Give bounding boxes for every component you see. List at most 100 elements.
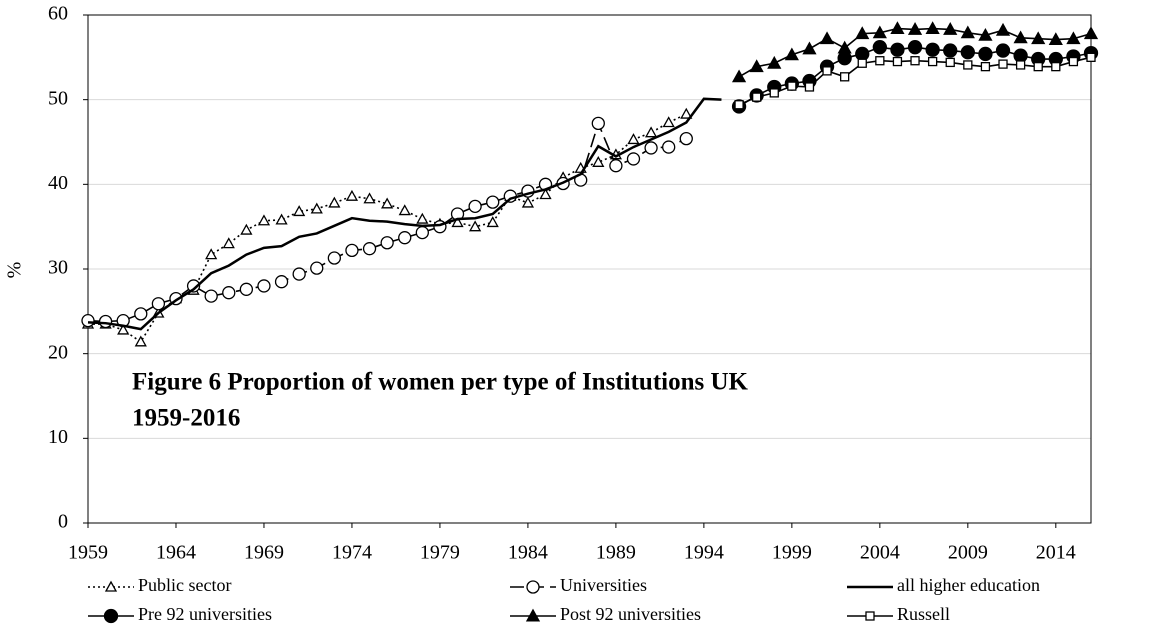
marker bbox=[117, 323, 130, 335]
marker bbox=[679, 131, 693, 146]
marker bbox=[872, 25, 887, 39]
legend-label: all higher education bbox=[897, 575, 1040, 595]
marker bbox=[945, 57, 955, 68]
marker bbox=[415, 225, 429, 240]
legend-marker bbox=[104, 580, 118, 592]
marker bbox=[222, 286, 236, 300]
marker bbox=[890, 21, 905, 34]
marker bbox=[204, 289, 218, 303]
marker bbox=[978, 46, 993, 62]
marker bbox=[591, 116, 605, 131]
marker bbox=[609, 159, 623, 173]
x-tick-label: 2004 bbox=[860, 542, 900, 564]
y-tick-label: 20 bbox=[48, 341, 68, 363]
marker bbox=[662, 116, 675, 128]
marker bbox=[1015, 60, 1026, 70]
x-tick-label: 1964 bbox=[156, 542, 196, 564]
marker bbox=[486, 195, 500, 209]
marker bbox=[381, 197, 394, 209]
marker bbox=[1031, 31, 1046, 45]
marker bbox=[345, 189, 359, 201]
legend-label: Pre 92 universities bbox=[138, 604, 272, 624]
marker bbox=[1066, 31, 1081, 45]
marker bbox=[134, 307, 148, 321]
marker bbox=[892, 56, 903, 67]
marker bbox=[804, 82, 815, 92]
y-tick-label: 10 bbox=[48, 426, 68, 448]
x-tick-label: 1979 bbox=[420, 542, 460, 564]
legend-marker bbox=[526, 580, 540, 594]
marker bbox=[855, 26, 870, 40]
legend-label: Russell bbox=[897, 604, 950, 624]
marker bbox=[907, 40, 923, 55]
y-axis-label: % bbox=[4, 262, 26, 279]
y-tick-label: 40 bbox=[48, 172, 68, 194]
marker bbox=[592, 155, 605, 167]
marker bbox=[822, 66, 832, 76]
x-tick-label: 1994 bbox=[684, 542, 724, 564]
marker bbox=[980, 61, 991, 72]
marker bbox=[151, 297, 166, 311]
marker bbox=[910, 56, 920, 66]
marker bbox=[1033, 61, 1043, 72]
x-tick-label: 2009 bbox=[948, 542, 988, 564]
marker bbox=[662, 140, 676, 154]
x-tick-label: 1974 bbox=[332, 542, 372, 564]
marker bbox=[943, 43, 958, 58]
marker bbox=[363, 192, 376, 204]
marker bbox=[451, 216, 464, 228]
marker bbox=[274, 275, 289, 289]
x-tick-label: 1969 bbox=[244, 542, 284, 564]
marker bbox=[925, 42, 940, 57]
marker bbox=[469, 220, 482, 232]
marker bbox=[239, 282, 254, 296]
marker bbox=[486, 216, 499, 228]
marker bbox=[186, 279, 201, 293]
y-tick-label: 0 bbox=[58, 511, 68, 533]
x-tick-label: 1959 bbox=[68, 542, 108, 564]
y-tick-label: 50 bbox=[48, 87, 68, 109]
marker bbox=[907, 22, 923, 35]
series-line bbox=[87, 97, 722, 331]
marker bbox=[503, 189, 517, 203]
marker bbox=[998, 59, 1008, 69]
marker bbox=[960, 25, 975, 39]
marker bbox=[1051, 61, 1061, 72]
marker bbox=[749, 59, 764, 73]
marker bbox=[521, 196, 535, 208]
marker bbox=[292, 267, 306, 281]
marker bbox=[398, 204, 411, 216]
marker bbox=[943, 22, 958, 35]
marker bbox=[875, 56, 885, 66]
marker bbox=[925, 21, 940, 34]
marker bbox=[837, 51, 852, 66]
marker bbox=[995, 43, 1011, 58]
marker bbox=[787, 81, 797, 91]
marker bbox=[293, 205, 306, 217]
marker bbox=[539, 188, 552, 200]
marker bbox=[978, 27, 993, 41]
marker bbox=[963, 60, 973, 70]
marker bbox=[275, 213, 288, 225]
marker bbox=[839, 72, 850, 82]
marker bbox=[310, 202, 323, 214]
x-tick-label: 1999 bbox=[772, 542, 812, 564]
marker bbox=[327, 251, 342, 265]
marker bbox=[680, 107, 693, 119]
marker bbox=[416, 212, 429, 224]
marker bbox=[819, 31, 835, 45]
marker bbox=[345, 243, 359, 258]
marker bbox=[468, 199, 482, 213]
marker bbox=[960, 45, 975, 60]
marker bbox=[626, 152, 641, 166]
annotation: Figure 6 Proportion of women per type of… bbox=[132, 369, 749, 396]
marker bbox=[240, 223, 253, 235]
plot-frame bbox=[87, 14, 1092, 524]
marker bbox=[769, 88, 779, 98]
marker bbox=[767, 55, 782, 69]
marker bbox=[734, 100, 744, 110]
marker bbox=[731, 69, 747, 83]
marker bbox=[857, 58, 867, 68]
x-tick-label: 1989 bbox=[596, 542, 636, 564]
marker bbox=[890, 42, 905, 57]
